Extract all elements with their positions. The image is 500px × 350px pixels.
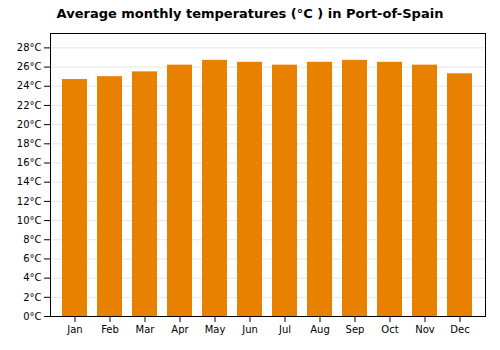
svg-text:Oct: Oct (381, 324, 398, 335)
svg-text:12°C: 12°C (17, 196, 42, 207)
svg-text:14°C: 14°C (17, 176, 42, 187)
svg-text:4°C: 4°C (23, 272, 41, 283)
svg-text:8°C: 8°C (23, 234, 41, 245)
svg-text:18°C: 18°C (17, 138, 42, 149)
svg-text:May: May (205, 324, 226, 335)
svg-text:Jul: Jul (278, 324, 291, 335)
svg-text:0°C: 0°C (23, 311, 41, 322)
svg-text:26°C: 26°C (17, 61, 42, 72)
svg-text:2°C: 2°C (23, 292, 41, 303)
svg-text:Feb: Feb (101, 324, 119, 335)
svg-text:16°C: 16°C (17, 157, 42, 168)
html-text:Average monthly temperatures (: Average monthly temperatures (°C ) in Po… (56, 6, 444, 21)
svg-text:Jun: Jun (241, 324, 258, 335)
svg-text:24°C: 24°C (17, 80, 42, 91)
svg-text:6°C: 6°C (23, 253, 41, 264)
svg-text:Mar: Mar (136, 324, 156, 335)
svg-text:Apr: Apr (171, 324, 189, 335)
svg-text:Sep: Sep (346, 324, 365, 335)
svg-text:Dec: Dec (450, 324, 469, 335)
svg-text:10°C: 10°C (17, 215, 42, 226)
svg-text:Aug: Aug (310, 324, 330, 335)
svg-text:20°C: 20°C (17, 119, 42, 130)
svg-text:Nov: Nov (415, 324, 435, 335)
svg-text:Jan: Jan (66, 324, 82, 335)
svg-text:22°C: 22°C (17, 100, 42, 111)
svg-text:28°C: 28°C (17, 42, 42, 53)
